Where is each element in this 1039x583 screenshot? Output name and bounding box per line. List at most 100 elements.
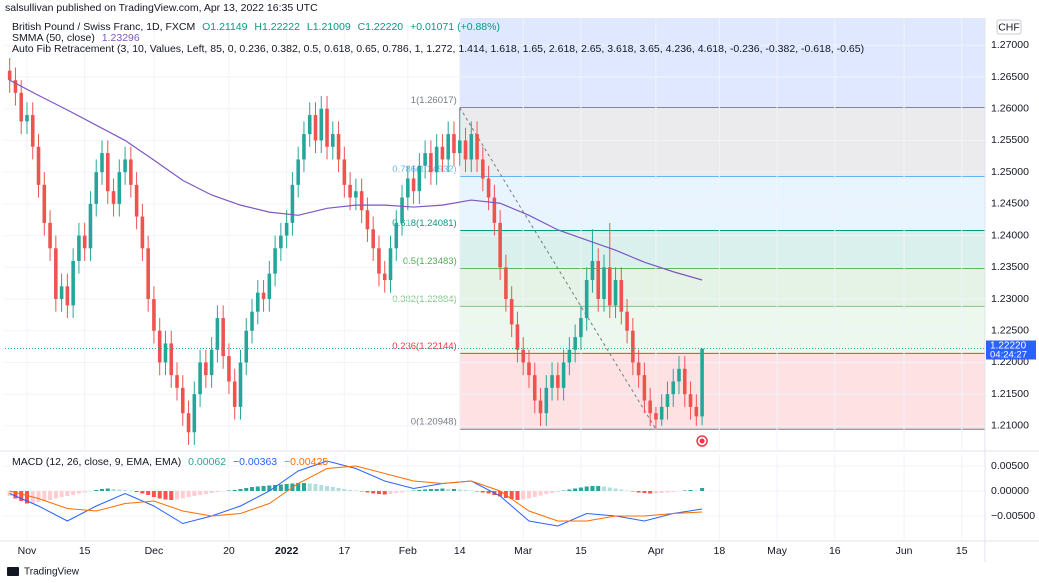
high-label: H1.22222 (254, 21, 300, 33)
macd-histogram-bar (180, 491, 185, 499)
symbol: British Pound / Swiss Franc, 1D, FXCM (12, 21, 196, 33)
candle-body (25, 115, 29, 122)
macd-histogram-bar (319, 485, 324, 491)
candle-body (567, 349, 572, 363)
macd-histogram-bar (24, 491, 30, 504)
macd-histogram-bar (440, 488, 445, 491)
y-tick-label: 1.26000 (991, 102, 1029, 114)
candle-body (180, 387, 185, 414)
macd-histogram-bar (601, 486, 607, 491)
candle-body (619, 279, 624, 312)
axes: CHF TradingView 1.210001.215001.220001.2… (0, 18, 1039, 578)
candle-body (117, 172, 122, 204)
candle-body (602, 267, 606, 300)
y-tick-label: 1.22500 (991, 325, 1029, 337)
candle-body (319, 108, 324, 141)
macd-histogram-bar (688, 490, 693, 491)
candle-body (175, 375, 179, 388)
fib-trend-line (459, 107, 657, 430)
x-tick-label: 15 (956, 545, 968, 557)
candle-body (625, 311, 629, 331)
candle-body (429, 153, 433, 173)
x-tick-label: Jun (896, 545, 913, 557)
macd-histogram-bar (232, 490, 237, 491)
macd-histogram-bar (434, 489, 439, 491)
candle-body (365, 210, 370, 230)
macd-histogram-bar (94, 490, 99, 491)
fib-zone (459, 230, 985, 269)
candle-body (331, 134, 335, 147)
x-tick-label: Nov (18, 545, 37, 557)
macd-histogram-bar (169, 491, 174, 500)
candle-body (475, 134, 479, 160)
fib-name: Auto Fib Retracement (3, 10, Values, Lef… (12, 43, 865, 55)
macd-histogram-bar (65, 491, 70, 496)
candle-body (221, 318, 225, 357)
candle-body (406, 178, 410, 198)
candle-body (88, 203, 93, 249)
macd-histogram-bar (469, 490, 474, 491)
macd-histogram-bar (538, 491, 543, 496)
macd-histogram-bar (186, 491, 191, 497)
macd-histogram-bar (209, 491, 214, 493)
candle-body (469, 134, 474, 160)
candle-body (244, 330, 249, 363)
candle-body (82, 235, 87, 249)
last-price-label: 1.22220 (990, 341, 1027, 352)
candle-body (209, 349, 214, 376)
macd-histogram-bar (590, 486, 595, 491)
candle-body (42, 184, 47, 223)
macd-histogram-bar (648, 491, 653, 494)
candle-body (325, 108, 329, 147)
macd-histogram-bar (353, 490, 358, 491)
candle-body (146, 248, 150, 300)
macd-histogram-bar (665, 491, 670, 493)
macd-histogram-bar (682, 490, 687, 491)
macd-histogram-bar (653, 491, 658, 494)
candle-body (544, 387, 549, 414)
candle-body (463, 140, 468, 160)
macd-y-tick-label: 0.00500 (991, 460, 1029, 472)
macd-histogram-bar (365, 491, 370, 493)
x-tick-label: 20 (223, 545, 235, 557)
candle-body (163, 343, 168, 363)
candle-body (423, 153, 427, 166)
candle-body (359, 191, 364, 211)
candle-body (123, 159, 127, 173)
candle-body (54, 248, 58, 300)
candle-body (279, 235, 283, 249)
macd-histogram-bar (157, 491, 162, 499)
currency-box[interactable] (996, 19, 1022, 35)
macd-histogram-bar (382, 491, 387, 495)
candle-body (152, 299, 156, 331)
smma-line (9, 79, 703, 281)
published-line: salsullivan published on TradingView.com… (5, 2, 322, 14)
candle-body (65, 286, 70, 306)
brand-logo (7, 567, 19, 576)
y-tick-label: 1.23500 (991, 261, 1029, 273)
macd-y-tick-label: −0.00500 (991, 510, 1035, 522)
candle-body (631, 330, 635, 363)
candle-body (94, 172, 99, 204)
candle-body (140, 216, 145, 249)
currency-label: CHF (998, 21, 1020, 33)
candle-body (342, 159, 347, 185)
candle-body (457, 140, 462, 154)
candle-body (682, 368, 687, 395)
macd-histogram-bar (423, 489, 428, 491)
macd-histogram-bar (140, 491, 145, 494)
fib-level-label: 0.618(1.24081) (392, 218, 456, 229)
macd-histogram-bar (348, 490, 353, 491)
symbol-legend: British Pound / Swiss Franc, 1D, FXCM O1… (12, 21, 504, 33)
macd-histogram-bar (561, 490, 566, 491)
candle-body (204, 362, 208, 376)
macd-line-value: −0.00363 (233, 456, 278, 468)
candle-body (671, 381, 676, 395)
macd-histogram-bar (457, 489, 462, 491)
candle-body (111, 191, 116, 204)
macd-histogram-bar (596, 486, 601, 491)
candle-body (7, 70, 12, 81)
candle-body (256, 292, 260, 312)
